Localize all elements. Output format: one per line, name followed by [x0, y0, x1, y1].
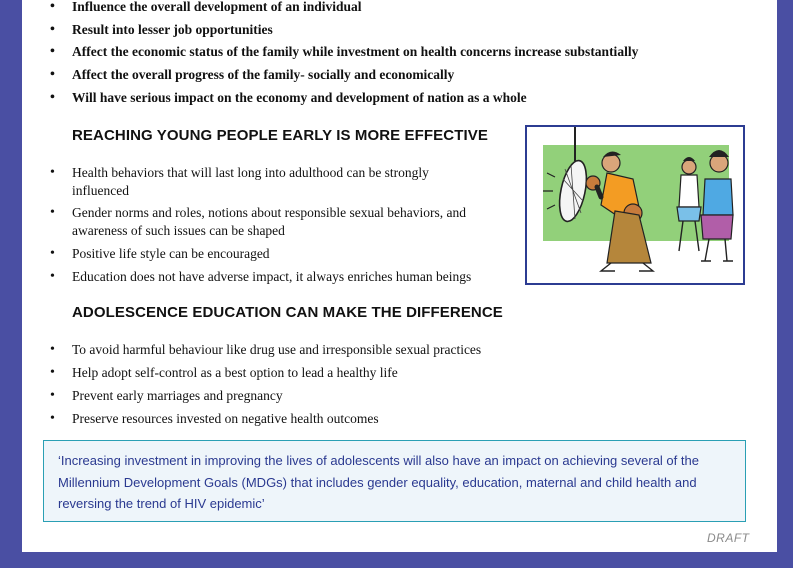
list-item: Education does not have adverse impact, … [50, 268, 471, 286]
list-item-continuation: awareness of such issues can be shaped [72, 223, 285, 238]
illustration-drawing [543, 127, 734, 272]
quote-line: reversing the trend of HIV epidemic’ [58, 496, 265, 511]
list-item: Prevent early marriages and pregnancy [50, 387, 283, 405]
list-item: Will have serious impact on the economy … [50, 89, 527, 107]
list-item-continuation: influenced [72, 183, 129, 198]
list-item: Affect the economic status of the family… [50, 43, 638, 61]
list-item: Influence the overall development of an … [50, 0, 361, 16]
list-item: Gender norms and roles, notions about re… [50, 204, 466, 222]
boxing-illustration [525, 125, 745, 285]
section-heading-adolescence-education: ADOLESCENCE EDUCATION CAN MAKE THE DIFFE… [72, 304, 503, 321]
section-heading-reaching-young-people: REACHING YOUNG PEOPLE EARLY IS MORE EFFE… [72, 127, 488, 144]
list-item: Affect the overall progress of the famil… [50, 66, 454, 84]
list-item: Health behaviors that will last long int… [50, 164, 429, 182]
list-item: Positive life style can be encouraged [50, 245, 270, 263]
quote-line: Millennium Development Goals (MDGs) that… [58, 474, 697, 490]
quote-line: ‘Increasing investment in improving the … [58, 453, 699, 468]
list-item: Preserve resources invested on negative … [50, 410, 379, 428]
list-item: Result into lesser job opportunities [50, 21, 273, 39]
mdg-quote-box: ‘Increasing investment in improving the … [43, 440, 746, 522]
draft-watermark: DRAFT [707, 531, 750, 545]
list-item: Help adopt self-control as a best option… [50, 364, 398, 382]
list-item: To avoid harmful behaviour like drug use… [50, 341, 481, 359]
